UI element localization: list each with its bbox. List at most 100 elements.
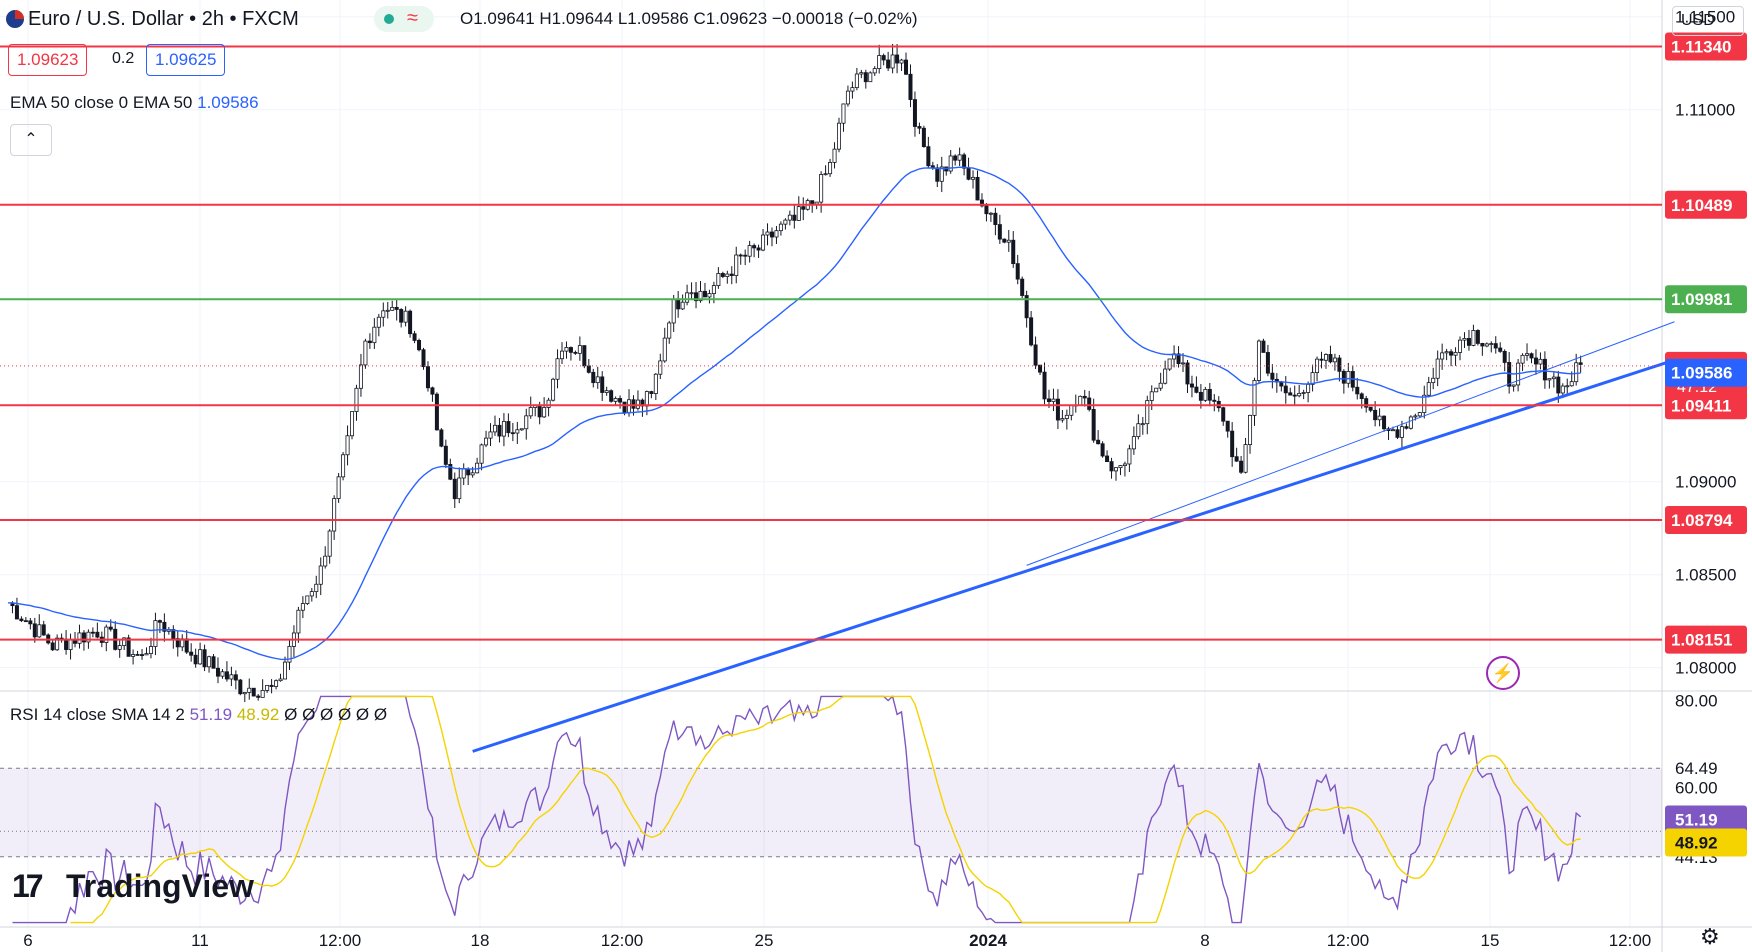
candle-body-47 bbox=[215, 667, 220, 677]
candle-body-109 bbox=[492, 424, 497, 433]
candle-body-272 bbox=[1221, 407, 1226, 422]
candle-body-181 bbox=[814, 201, 819, 205]
candle-body-135 bbox=[609, 390, 614, 402]
lightning-icon[interactable]: ⚡ bbox=[1486, 656, 1520, 690]
currency-selector[interactable]: USD bbox=[1672, 6, 1744, 36]
candle-body-2 bbox=[14, 605, 19, 620]
chevron-up-icon: ⌃ bbox=[24, 131, 38, 148]
rsi-sma-last-tag: 48.92 bbox=[1675, 833, 1718, 852]
candle-body-26 bbox=[122, 637, 127, 646]
candle-body-159 bbox=[716, 273, 721, 286]
buy-price-button[interactable]: 1.09625 bbox=[146, 44, 226, 76]
candle-body-254 bbox=[1140, 423, 1145, 426]
candle-body-185 bbox=[832, 148, 837, 163]
candle-body-55 bbox=[251, 687, 256, 697]
candle-body-35 bbox=[162, 621, 167, 632]
time-tick-6: 2024 bbox=[969, 931, 1007, 950]
candle-body-131 bbox=[591, 371, 596, 384]
candle-body-251 bbox=[1127, 448, 1132, 465]
spread-value: 0.2 bbox=[112, 50, 135, 67]
candle-body-275 bbox=[1234, 456, 1239, 462]
candle-body-289 bbox=[1297, 392, 1302, 397]
candle-body-223 bbox=[1002, 238, 1007, 243]
market-status-badge[interactable]: ≈ bbox=[374, 6, 434, 32]
level-tag-3-bg bbox=[1665, 391, 1747, 420]
candle-body-78 bbox=[354, 387, 359, 412]
candle-body-286 bbox=[1283, 385, 1288, 394]
candle-body-321 bbox=[1440, 352, 1445, 360]
candle-body-153 bbox=[689, 292, 694, 295]
candle-body-108 bbox=[488, 431, 493, 439]
trendline-1 bbox=[1026, 321, 1675, 566]
candle-body-292 bbox=[1310, 372, 1315, 385]
candle-body-190 bbox=[854, 73, 859, 89]
candle-body-304 bbox=[1364, 398, 1369, 408]
candle-body-333 bbox=[1493, 343, 1498, 349]
level-tag-5-bg bbox=[1665, 625, 1747, 654]
level-tag-1-bg bbox=[1665, 190, 1747, 219]
rsi-sma-line bbox=[70, 695, 1581, 924]
candle-body-91 bbox=[412, 333, 417, 341]
candle-body-202 bbox=[908, 73, 913, 100]
candle-body-129 bbox=[582, 345, 587, 367]
candle-body-72 bbox=[327, 530, 332, 557]
candle-body-146 bbox=[658, 360, 663, 375]
candle-body-73 bbox=[332, 498, 337, 532]
candle-body-334 bbox=[1498, 347, 1503, 352]
eur-usd-flag-icon bbox=[6, 10, 24, 28]
rsi-legend[interactable]: RSI 14 close SMA 14 2 51.19 48.92 Ø Ø Ø … bbox=[10, 705, 387, 725]
candle-body-136 bbox=[613, 398, 618, 402]
candle-body-95 bbox=[430, 387, 435, 395]
candle-body-85 bbox=[385, 309, 390, 312]
candle-body-213 bbox=[957, 154, 962, 161]
candle-body-182 bbox=[819, 174, 824, 203]
candle-body-114 bbox=[515, 429, 520, 434]
candle-body-343 bbox=[1538, 358, 1543, 365]
candle-body-298 bbox=[1337, 357, 1342, 372]
rsi-last-tag-bg bbox=[1665, 805, 1747, 834]
candle-body-327 bbox=[1466, 338, 1471, 346]
candle-body-145 bbox=[653, 373, 658, 394]
collapse-legend-button[interactable]: ⌃ bbox=[10, 124, 52, 156]
time-tick-10: 12:00 bbox=[1609, 931, 1652, 950]
gear-icon[interactable]: ⚙ bbox=[1700, 924, 1720, 949]
sell-price-button[interactable]: 1.09623 bbox=[8, 44, 88, 76]
candle-body-66 bbox=[300, 603, 305, 611]
ema-last-tag-bg bbox=[1665, 358, 1747, 387]
rsi-legend-label: RSI 14 close SMA 14 2 bbox=[10, 705, 185, 724]
candle-body-204 bbox=[917, 126, 922, 129]
candle-body-351 bbox=[1574, 362, 1579, 383]
tradingview-logo[interactable]: 17 TradingView bbox=[12, 868, 254, 905]
candle-body-127 bbox=[573, 351, 578, 354]
candle-body-313 bbox=[1404, 426, 1409, 429]
candle-body-221 bbox=[993, 212, 998, 225]
candle-body-308 bbox=[1382, 415, 1387, 430]
candle-body-173 bbox=[778, 223, 783, 232]
candle-body-156 bbox=[702, 290, 707, 298]
symbol-title[interactable]: Euro / U.S. Dollar • 2h • FXCM bbox=[28, 8, 299, 30]
candle-body-253 bbox=[1136, 423, 1141, 437]
ema-legend[interactable]: EMA 50 close 0 EMA 50 1.09586 bbox=[10, 93, 259, 113]
candle-body-32 bbox=[148, 646, 153, 654]
candle-body-299 bbox=[1341, 370, 1346, 384]
candle-body-316 bbox=[1417, 412, 1422, 417]
level-tag-4: 1.08794 bbox=[1671, 511, 1733, 530]
candle-body-152 bbox=[685, 292, 690, 303]
candle-body-147 bbox=[662, 337, 667, 362]
candle-body-248 bbox=[1114, 467, 1119, 472]
candle-body-6 bbox=[32, 623, 37, 638]
candle-body-274 bbox=[1230, 430, 1235, 458]
candle-body-238 bbox=[1069, 404, 1074, 416]
candle-body-269 bbox=[1207, 389, 1212, 401]
candle-body-189 bbox=[850, 87, 855, 92]
candle-body-98 bbox=[443, 445, 448, 465]
candle-body-175 bbox=[787, 214, 792, 221]
candle-body-241 bbox=[1082, 395, 1087, 399]
candle-body-86 bbox=[390, 307, 395, 311]
candle-body-266 bbox=[1194, 386, 1199, 393]
candle-body-126 bbox=[568, 347, 573, 353]
candle-body-28 bbox=[131, 654, 136, 657]
candle-body-107 bbox=[484, 437, 489, 446]
candle-body-325 bbox=[1458, 339, 1463, 353]
